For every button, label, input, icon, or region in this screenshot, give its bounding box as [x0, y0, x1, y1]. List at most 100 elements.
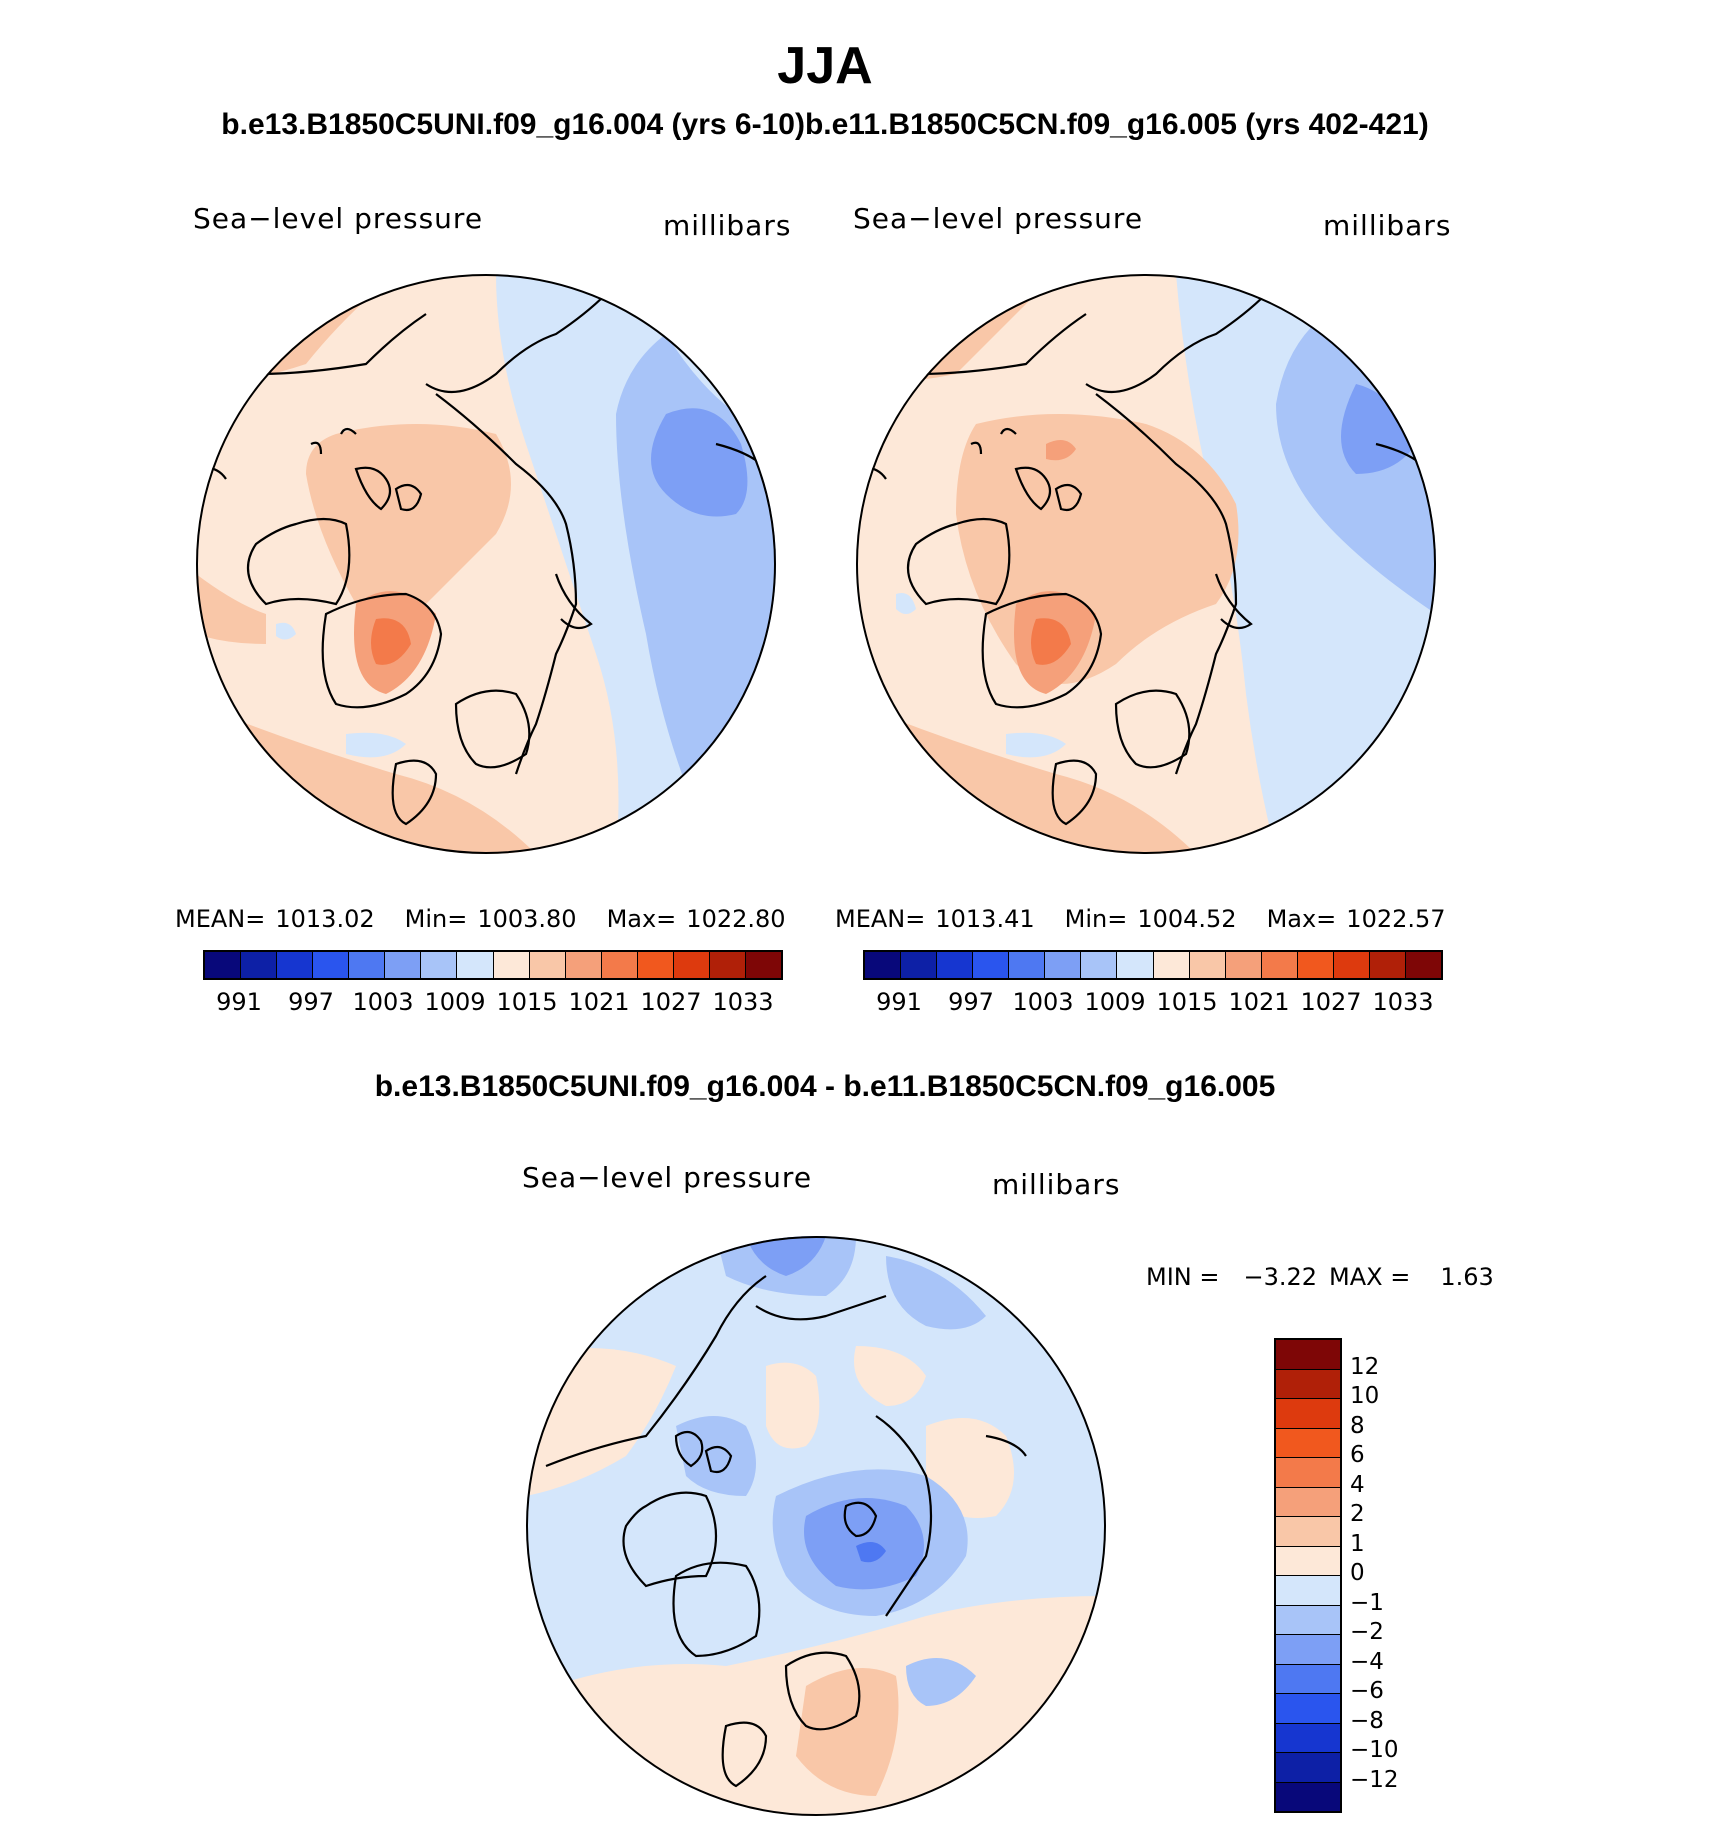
colorbar-box: [241, 952, 278, 978]
colorbar-box: [673, 952, 710, 978]
colorbar-tick-label: 10: [1350, 1383, 1380, 1409]
diff-min-label: MIN =: [1146, 1263, 1220, 1291]
colorbar-box: [865, 952, 902, 978]
panel2-min-value: 1004.52: [1137, 905, 1237, 933]
panel2-polar-map: [856, 274, 1436, 854]
colorbar-box: [385, 952, 422, 978]
colorbar-tick-label: 1009: [1084, 988, 1146, 1016]
panel2-field-label: Sea−level pressure: [853, 202, 1144, 235]
colorbar-tick-label: 8: [1350, 1412, 1365, 1439]
colorbar-tick-label: −12: [1350, 1766, 1399, 1793]
colorbar-box: [1276, 1723, 1340, 1753]
colorbar-box: [1276, 1399, 1340, 1429]
colorbar-box: [1276, 1605, 1340, 1635]
colorbar-box: [1276, 1428, 1340, 1458]
colorbar-tick-label: 1033: [1372, 988, 1434, 1016]
colorbar-box: [1276, 1782, 1340, 1811]
colorbar-box: [1276, 1546, 1340, 1576]
colorbar-box: [349, 952, 386, 978]
panel2-min-label: Min=: [1064, 905, 1128, 933]
panel1-mean-value: 1013.02: [275, 905, 375, 933]
panel2-max-label: Max=: [1266, 905, 1337, 933]
diff-min-value: −3.22: [1243, 1263, 1318, 1291]
panel1-stats: MEAN= 1013.02 Min= 1003.80 Max= 1022.80: [175, 905, 786, 933]
colorbar-box: [1333, 952, 1370, 978]
panel2-colorbar: [863, 950, 1443, 980]
diff-field-label: Sea−level pressure: [522, 1161, 813, 1194]
main-title: JJA: [777, 37, 873, 95]
colorbar-tick-label: 1003: [1012, 988, 1074, 1016]
colorbar-tick-label: 991: [216, 988, 262, 1016]
colorbar-box: [1009, 952, 1046, 978]
diff-polar-map: [526, 1236, 1106, 1816]
colorbar-box: [1276, 1340, 1340, 1370]
diff-colorbar: [1274, 1338, 1342, 1813]
colorbar-box: [637, 952, 674, 978]
colorbar-box: [1276, 1635, 1340, 1665]
colorbar-box: [1369, 952, 1406, 978]
colorbar-tick-label: 6: [1350, 1442, 1365, 1468]
colorbar-tick-label: −4: [1350, 1648, 1384, 1675]
colorbar-tick-label: −2: [1350, 1619, 1384, 1645]
colorbar-tick-label: 1: [1350, 1530, 1365, 1557]
colorbar-box: [1225, 952, 1262, 978]
colorbar-tick-label: 997: [948, 988, 994, 1016]
diff-colorbar-labels: 12 10 8 6 4 2 1 0 −1 −2 −4 −6 −8 −10 −12: [1350, 1338, 1450, 1808]
panel1-polar-map: [196, 274, 776, 854]
colorbar-tick-label: 1015: [496, 988, 558, 1016]
panel1-min-value: 1003.80: [477, 905, 577, 933]
panel1-field-label: Sea−level pressure: [193, 202, 484, 235]
panel2-max-value: 1022.57: [1346, 905, 1446, 933]
panel2-colorbar-labels: 991 997 1003 1009 1015 1021 1027 1033: [863, 988, 1439, 1018]
case-titles: b.e13.B1850C5UNI.f09_g16.004 (yrs 6-10)b…: [221, 108, 1429, 141]
colorbar-box: [1276, 1664, 1340, 1694]
colorbar-tick-label: 1009: [424, 988, 486, 1016]
colorbar-box: [313, 952, 350, 978]
colorbar-tick-label: 1027: [1300, 988, 1362, 1016]
colorbar-tick-label: 1003: [352, 988, 414, 1016]
colorbar-box: [1081, 952, 1118, 978]
colorbar-tick-label: 1027: [640, 988, 702, 1016]
colorbar-box: [1276, 1753, 1340, 1783]
colorbar-box: [529, 952, 566, 978]
colorbar-box: [205, 952, 242, 978]
colorbar-tick-label: 991: [876, 988, 922, 1016]
colorbar-tick-label: 997: [288, 988, 334, 1016]
colorbar-box: [421, 952, 458, 978]
diff-max-label: MAX =: [1329, 1263, 1411, 1291]
colorbar-tick-label: −6: [1350, 1678, 1384, 1704]
panel1-max-label: Max=: [606, 905, 677, 933]
colorbar-box: [1405, 952, 1441, 978]
colorbar-box: [1153, 952, 1190, 978]
panel1-max-value: 1022.80: [686, 905, 786, 933]
panel1-colorbar: [203, 950, 783, 980]
colorbar-tick-label: −1: [1350, 1589, 1384, 1616]
colorbar-tick-label: 4: [1350, 1471, 1365, 1498]
colorbar-box: [973, 952, 1010, 978]
panel1-colorbar-labels: 991 997 1003 1009 1015 1021 1027 1033: [203, 988, 779, 1018]
panel2-stats: MEAN= 1013.41 Min= 1004.52 Max= 1022.57: [835, 905, 1446, 933]
colorbar-box: [1276, 1517, 1340, 1547]
diff-units-label: millibars: [992, 1168, 1121, 1201]
panel1-min-label: Min=: [404, 905, 468, 933]
colorbar-box: [937, 952, 974, 978]
colorbar-tick-label: 1021: [1228, 988, 1290, 1016]
colorbar-box: [1117, 952, 1154, 978]
panel2-mean-label: MEAN=: [835, 905, 926, 933]
panel1-units-label: millibars: [663, 209, 792, 242]
colorbar-box: [493, 952, 530, 978]
diff-max-value: 1.63: [1440, 1263, 1494, 1291]
diff-minmax: MIN = −3.22 MAX = 1.63: [1146, 1263, 1494, 1291]
colorbar-tick-label: −8: [1350, 1707, 1384, 1734]
panel2-mean-value: 1013.41: [935, 905, 1035, 933]
colorbar-box: [745, 952, 781, 978]
colorbar-box: [1297, 952, 1334, 978]
colorbar-tick-label: 1021: [568, 988, 630, 1016]
colorbar-tick-label: 1033: [712, 988, 774, 1016]
colorbar-box: [1276, 1576, 1340, 1606]
colorbar-tick-label: 2: [1350, 1501, 1365, 1527]
colorbar-box: [1276, 1487, 1340, 1517]
colorbar-tick-label: 12: [1350, 1353, 1380, 1380]
colorbar-box: [901, 952, 938, 978]
colorbar-box: [1276, 1694, 1340, 1724]
